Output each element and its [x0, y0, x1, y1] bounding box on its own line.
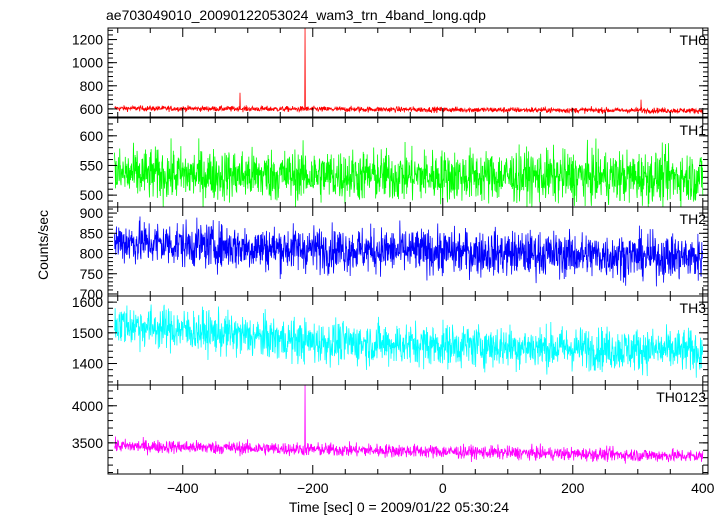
panel-label: TH3 [680, 300, 707, 316]
x-tick-label: 400 [691, 480, 715, 496]
y-tick-label: 1500 [72, 325, 103, 341]
y-tick-label: 1200 [72, 32, 103, 48]
y-tick-label: 550 [80, 157, 104, 173]
panel-frame [107, 384, 709, 475]
series-line-th2 [114, 216, 704, 287]
y-tick-label: 4000 [72, 398, 103, 414]
y-tick-label: 1600 [72, 294, 103, 310]
chart-title: ae703049010_20090122053024_wam3_trn_4ban… [106, 7, 486, 23]
y-tick-label: 850 [80, 225, 104, 241]
panel-label: TH0 [680, 32, 707, 48]
y-tick-label: 600 [80, 128, 104, 144]
series-line-th0123 [114, 385, 704, 464]
panel-label: TH0123 [656, 389, 706, 405]
y-tick-label: 800 [80, 78, 104, 94]
panel-th1: 500 550 600 TH1 [80, 117, 709, 208]
panel-label: TH1 [680, 122, 707, 138]
y-tick-label: 900 [80, 205, 104, 221]
panel-frame [107, 117, 709, 208]
x-tick-label: 0 [439, 480, 447, 496]
y-tick-label: 600 [80, 101, 104, 117]
panel-th0: 600 800 1000 1200 TH0 [72, 27, 709, 118]
panel-th0123: 3500 4000 TH0123 [72, 384, 709, 475]
y-tick-label: 1000 [72, 55, 103, 71]
panel-th2: 700 750 800 850 900 TH2 [80, 205, 709, 302]
x-tick-label: −400 [167, 480, 199, 496]
x-tick-label: 200 [561, 480, 585, 496]
x-tick-label: −200 [297, 480, 329, 496]
panel-th3: 1400 1500 1600 TH3 [72, 294, 709, 386]
x-tick-labels: −400 −200 0 200 400 [167, 480, 715, 496]
y-tick-label: 700 [80, 286, 104, 302]
panel-frame [107, 27, 709, 118]
y-tick-label: 1400 [72, 356, 103, 372]
series-line-th1 [114, 138, 704, 207]
panel-label: TH2 [680, 211, 707, 227]
panels: 600 800 1000 1200 TH0 500 550 600 TH1 700 750 800 85… [72, 27, 709, 475]
series-line-th3 [114, 304, 704, 378]
y-tick-label: 750 [80, 266, 104, 282]
y-tick-label: 800 [80, 246, 104, 262]
series-line-th0 [114, 28, 704, 115]
y-tick-label: 3500 [72, 435, 103, 451]
x-axis-label: Time [sec] 0 = 2009/01/22 05:30:24 [289, 499, 509, 515]
y-tick-label: 500 [80, 187, 104, 203]
y-axis-label: Counts/sec [35, 210, 51, 280]
